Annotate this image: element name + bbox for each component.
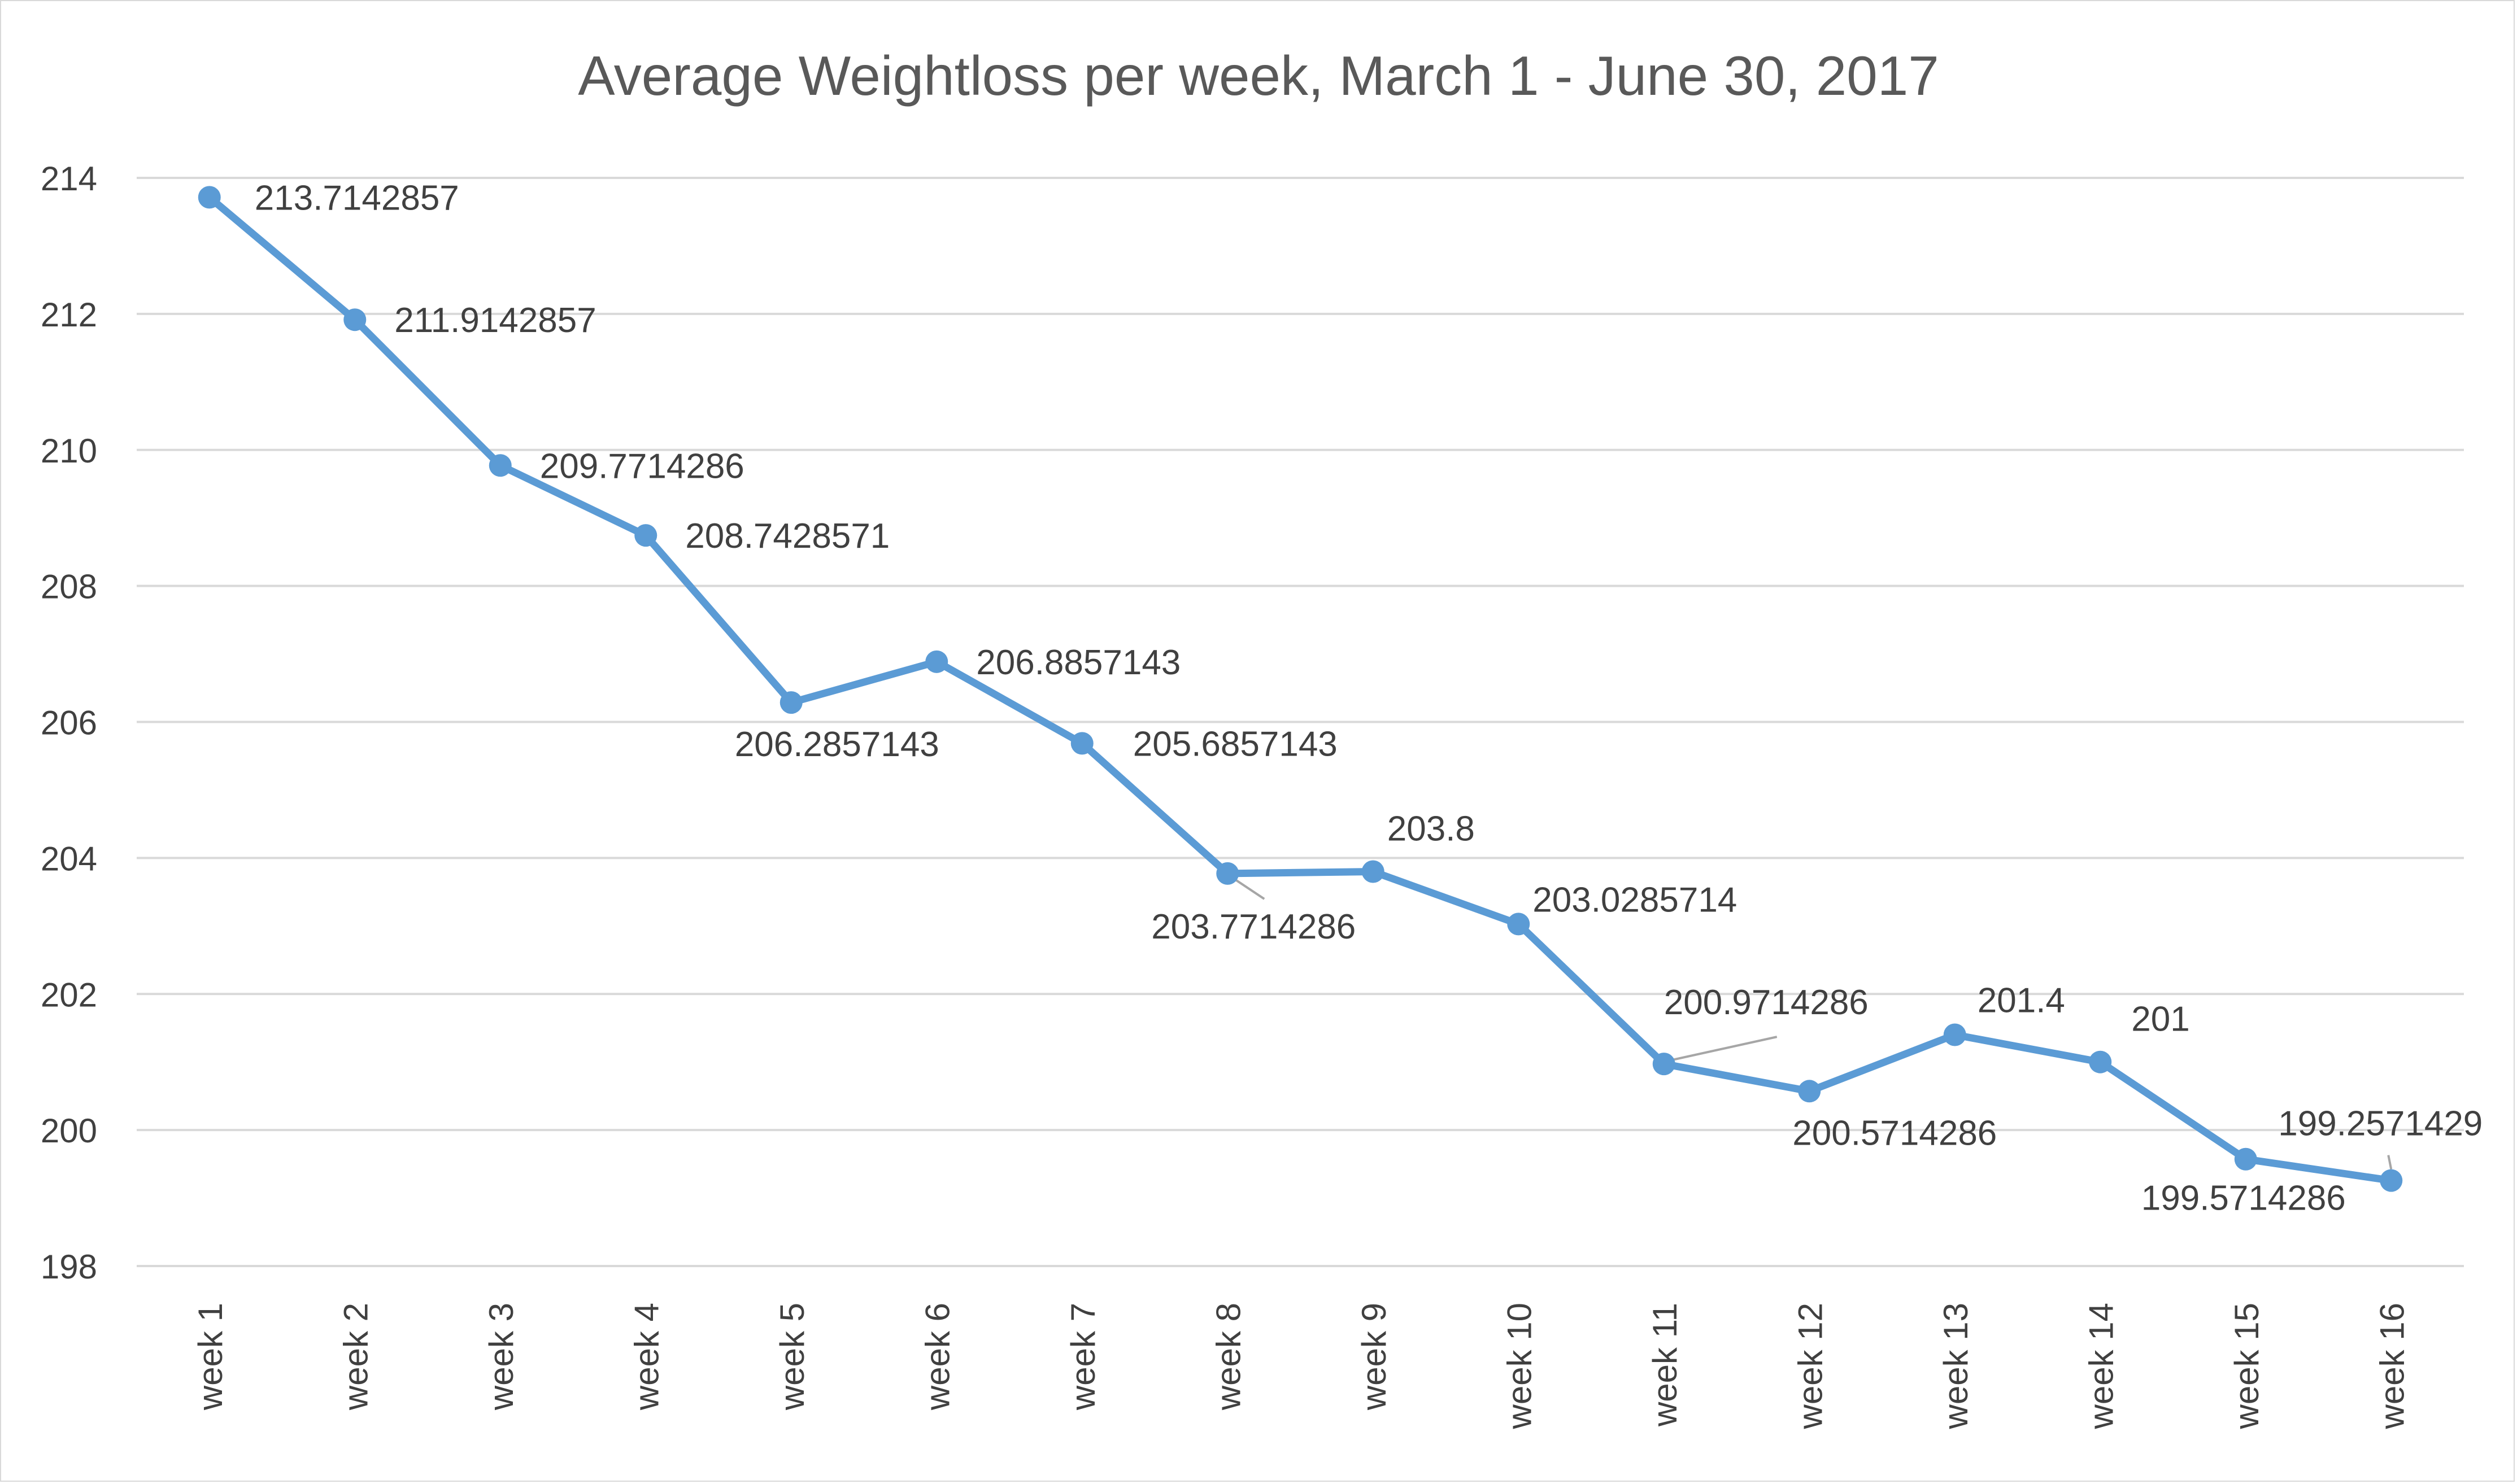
data-label-10: 203.0285714 [1532,880,1737,919]
y-tick-label-200: 200 [41,1112,97,1150]
data-point-15 [2234,1147,2257,1171]
x-tick-label-10: week 10 [1500,1303,1538,1429]
data-label-6: 206.8857143 [976,643,1181,682]
y-tick-label-204: 204 [41,840,97,878]
x-tick-label-9: week 9 [1355,1303,1393,1411]
x-tick-label-8: week 8 [1209,1303,1247,1411]
x-tick-label-13: week 13 [1937,1303,1975,1429]
x-tick-label-6: week 6 [918,1303,956,1411]
data-point-13 [1943,1023,1966,1046]
y-tick-label-212: 212 [41,296,97,334]
leader-line-11 [1666,1036,1778,1063]
gridlines [137,177,2464,1267]
x-tick-label-15: week 15 [2228,1303,2266,1429]
series-line [206,193,2395,1185]
x-tick-label-12: week 12 [1791,1303,1829,1429]
data-label-13: 201.4 [1978,981,2065,1020]
data-label-14: 201 [2131,1000,2189,1039]
y-tick-label-202: 202 [41,976,97,1014]
data-label-5: 206.2857143 [735,725,939,764]
data-label-1: 213.7142857 [255,178,459,217]
data-point-10 [1507,913,1530,936]
data-point-1 [198,186,221,209]
y-tick-label-198: 198 [41,1248,97,1286]
data-label-11: 200.9714286 [1664,983,1869,1022]
y-tick-label-206: 206 [41,704,97,742]
data-point-5 [780,691,803,714]
y-tick-label-208: 208 [41,568,97,606]
data-label-12: 200.5714286 [1792,1114,1997,1153]
x-tick-label-2: week 2 [337,1303,374,1411]
data-label-4: 208.7428571 [685,517,890,556]
y-tick-label-210: 210 [41,432,97,470]
data-label-9: 203.8 [1387,809,1475,848]
data-point-8 [1216,862,1239,885]
chart-title: Average Weightloss per week, March 1 - J… [578,45,1939,107]
data-label-2: 211.9142857 [394,301,596,340]
data-label-7: 205.6857143 [1133,724,1338,763]
leader-line-16 [2387,1155,2393,1169]
data-point-6 [925,650,948,673]
data-point-2 [343,308,367,331]
y-axis-tick-labels: 198 200 202 204 206 208 210 212 214 [41,160,97,1286]
data-point-16 [2380,1169,2403,1192]
data-point-9 [1361,860,1384,883]
data-point-4 [634,524,657,547]
data-label-15: 199.5714286 [2141,1179,2346,1218]
data-point-3 [489,454,512,477]
data-label-16: 199.2571429 [2278,1105,2483,1143]
data-labels: 213.7142857 211.9142857 209.7714286 208.742… [255,178,2483,1217]
data-label-3: 209.7714286 [540,447,744,486]
x-tick-label-5: week 5 [773,1303,811,1411]
y-tick-label-214: 214 [41,160,97,198]
data-point-14 [2089,1050,2112,1073]
data-label-8: 203.7714286 [1151,907,1356,946]
x-tick-label-7: week 7 [1064,1303,1102,1411]
data-point-7 [1070,732,1094,755]
data-point-markers [198,186,2403,1192]
data-point-12 [1798,1080,1821,1103]
data-point-11 [1652,1053,1675,1076]
x-tick-label-16: week 16 [2373,1303,2411,1429]
x-tick-label-3: week 3 [482,1303,520,1411]
x-tick-label-4: week 4 [628,1303,665,1411]
x-tick-label-14: week 14 [2082,1303,2120,1429]
x-axis-tick-labels: week 1 week 2 week 3 week 4 week 5 week 6 week… [191,1303,2411,1429]
x-tick-label-1: week 1 [191,1303,229,1411]
x-tick-label-11: week 11 [1646,1303,1684,1427]
